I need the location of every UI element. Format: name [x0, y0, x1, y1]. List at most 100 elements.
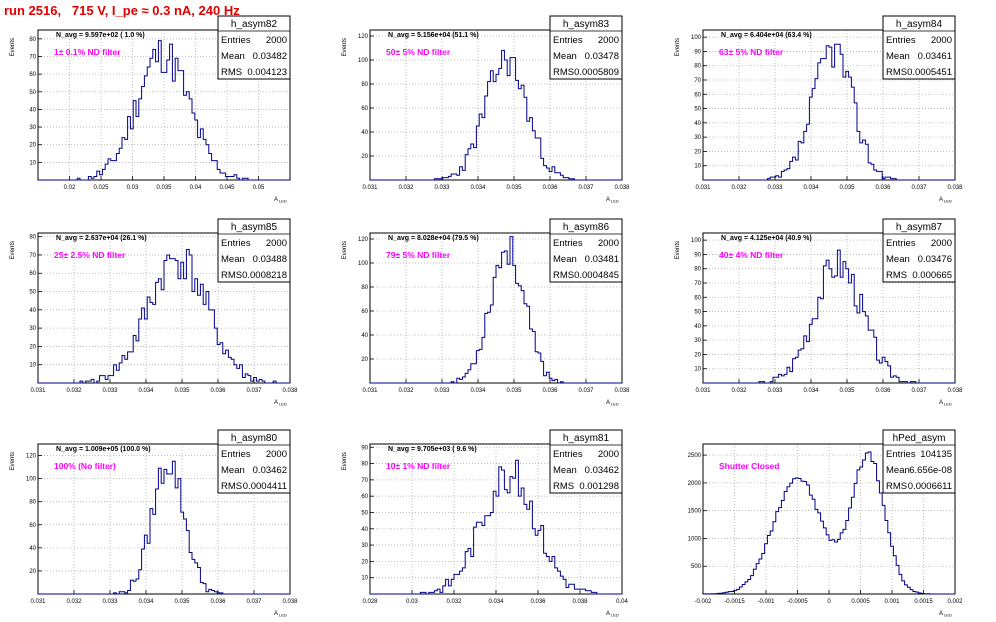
x-tick-label: 0.05 — [253, 185, 265, 191]
y-tick-label: 50 — [694, 310, 701, 316]
x-tick-label: 0.037 — [911, 185, 927, 191]
x-tick-label: 0.034 — [803, 388, 819, 394]
y-tick-label: 60 — [29, 72, 36, 78]
y-tick-label: 2500 — [688, 453, 702, 459]
x-tick-label: 0.036 — [875, 185, 891, 191]
y-tick-label: 60 — [694, 295, 701, 301]
navg-label: N_avg = 9.597e+02 ( 1.0 %) — [56, 32, 145, 39]
x-tick-label: 0.033 — [767, 388, 783, 394]
x-tick-label: 0.035 — [156, 185, 172, 191]
y-axis-label: Events — [342, 241, 348, 259]
y-tick-label: 10 — [361, 576, 368, 582]
x-tick-label: 0.031 — [30, 388, 46, 394]
x-tick-label: 0.031 — [30, 599, 46, 605]
x-tick-label: 0.036 — [875, 388, 891, 394]
plot-frame — [369, 29, 623, 181]
y-tick-label: 20 — [361, 154, 368, 160]
stats-box — [217, 218, 291, 283]
histogram-name: h_asym85 — [231, 222, 278, 233]
x-tick-label: 0.038 — [572, 599, 588, 605]
y-axis-label: Events — [675, 38, 681, 56]
stats-label: RMS — [221, 481, 242, 492]
y-axis-label: Events — [342, 452, 348, 470]
x-tick-label: 0.036 — [210, 599, 226, 605]
histogram-h_asym84: 0.031 0.032 0.033 0.034 0.035 0.036 0.037 0.038… — [675, 15, 963, 204]
stats-label: RMS — [553, 67, 574, 78]
x-tick-label: 0.032 — [731, 185, 747, 191]
x-tick-label: 0.028 — [362, 599, 378, 605]
y-tick-label: 100 — [26, 477, 37, 483]
histogram-h_asym85: 0.031 0.032 0.033 0.034 0.035 0.036 0.037 0.038… — [10, 218, 298, 407]
filter-label: 25± 2.5% ND filter — [54, 250, 126, 260]
x-tick-label: 0.045 — [219, 185, 235, 191]
stats-value: 0.0004411 — [243, 481, 287, 492]
navg-label: N_avg = 5.156e+04 (51.1 %) — [388, 32, 479, 39]
y-tick-label: 40 — [361, 527, 368, 533]
histogram-name: h_asym84 — [896, 19, 943, 30]
x-tick-label: 0.002 — [947, 599, 963, 605]
x-tick-label: 0.036 — [530, 599, 546, 605]
histogram-h_asym86: 0.031 0.032 0.033 0.034 0.035 0.036 0.037 0.038… — [342, 218, 630, 407]
y-tick-label: 80 — [29, 37, 36, 43]
x-tick-label: 0.035 — [839, 388, 855, 394]
x-tick-label: 0.037 — [911, 388, 927, 394]
x-tick-label: 0.035 — [839, 185, 855, 191]
x-axis-label: ALED — [274, 400, 287, 407]
x-tick-label: 0.0005 — [851, 599, 870, 605]
x-axis-label: ALED — [274, 197, 287, 204]
y-tick-label: 80 — [694, 64, 701, 70]
y-tick-label: 2000 — [688, 481, 702, 487]
navg-label: N_avg = 9.705e+03 ( 9.6 %) — [388, 446, 477, 453]
stats-label: RMS — [221, 270, 242, 281]
plot-frame — [369, 232, 623, 384]
y-tick-label: 80 — [361, 82, 368, 88]
histogram-line — [38, 460, 290, 595]
y-tick-label: 120 — [26, 454, 37, 460]
y-tick-label: 80 — [694, 267, 701, 273]
stats-label: Entries — [221, 449, 251, 460]
stats-label: RMS — [886, 270, 907, 281]
histogram-name: h_asym83 — [563, 19, 610, 30]
x-tick-label: -0.0005 — [787, 599, 808, 605]
filter-label: 10± 1% ND filter — [386, 461, 451, 471]
stats-label: Entries — [221, 238, 251, 249]
y-tick-label: 20 — [29, 344, 36, 350]
stats-label: Entries — [886, 35, 916, 46]
y-tick-label: 100 — [691, 238, 702, 244]
stats-value: 2000 — [598, 35, 619, 46]
y-tick-label: 70 — [694, 281, 701, 287]
stats-label: Entries — [553, 35, 583, 46]
stats-value: 0.000665 — [912, 270, 952, 281]
y-tick-label: 80 — [361, 285, 368, 291]
histogram-line — [703, 249, 955, 384]
y-tick-label: 90 — [694, 252, 701, 258]
x-tick-label: 0.034 — [138, 388, 154, 394]
stats-label: Mean — [886, 51, 910, 62]
y-tick-label: 1500 — [688, 509, 702, 515]
y-axis-label: Events — [10, 38, 16, 56]
navg-label: N_avg = 8.028e+04 (79.5 %) — [388, 235, 479, 242]
plot-frame — [702, 29, 956, 181]
histogram-h_asym82: 0.02 0.025 0.03 0.035 0.04 0.045 0.05 10 20 30 40 5… — [10, 15, 291, 204]
stats-label: Mean — [553, 51, 577, 62]
x-tick-label: 0 — [827, 599, 831, 605]
histogram-name: hPed_asym — [893, 433, 946, 444]
stats-label: Mean — [553, 465, 577, 476]
histogram-name: h_asym80 — [231, 433, 278, 444]
stats-value: 0.03476 — [918, 254, 952, 265]
filter-label: 79± 5% ND filter — [386, 250, 451, 260]
x-tick-label: 0.034 — [488, 599, 504, 605]
x-tick-label: 0.04 — [190, 185, 202, 191]
y-tick-label: 30 — [694, 135, 701, 141]
y-tick-label: 10 — [29, 363, 36, 369]
x-tick-label: 0.037 — [246, 388, 262, 394]
y-tick-label: 70 — [361, 478, 368, 484]
stats-value: 2000 — [931, 238, 952, 249]
stats-value: 0.03482 — [253, 51, 287, 62]
histogram-line — [370, 459, 622, 595]
y-axis-label: Events — [10, 241, 16, 259]
y-tick-label: 60 — [29, 523, 36, 529]
x-tick-label: 0.0015 — [914, 599, 933, 605]
x-tick-label: 0.033 — [434, 185, 450, 191]
